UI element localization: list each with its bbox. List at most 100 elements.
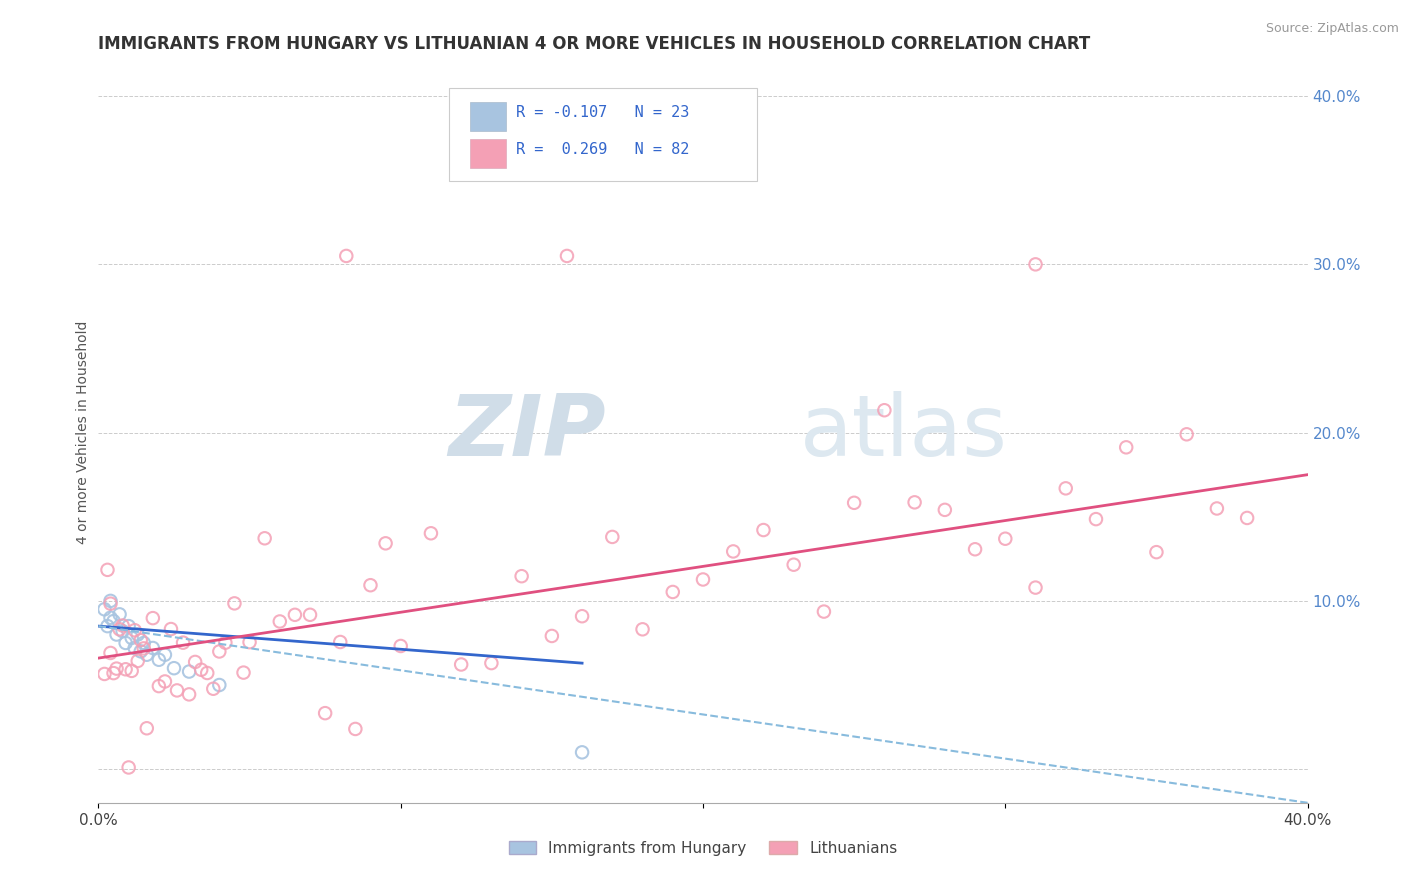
Point: [100, 597, 122, 611]
Point: [873, 403, 896, 417]
Point: [114, 636, 136, 650]
Point: [299, 607, 322, 622]
Point: [284, 607, 307, 622]
Point: [172, 635, 194, 649]
Point: [118, 760, 141, 774]
Point: [93, 602, 115, 616]
Point: [1024, 581, 1046, 595]
Point: [723, 544, 745, 558]
Point: [904, 495, 927, 509]
Point: [108, 623, 131, 637]
Point: [179, 687, 201, 701]
Point: [692, 573, 714, 587]
Point: [752, 523, 775, 537]
Point: [153, 674, 176, 689]
Point: [844, 496, 866, 510]
Point: [389, 639, 412, 653]
Text: ZIP: ZIP: [449, 391, 606, 475]
Point: [105, 627, 128, 641]
Point: [114, 662, 136, 676]
Point: [602, 530, 624, 544]
Point: [121, 664, 143, 678]
Point: [994, 532, 1017, 546]
FancyBboxPatch shape: [470, 138, 506, 169]
Point: [540, 629, 562, 643]
Point: [344, 722, 367, 736]
Point: [135, 648, 157, 662]
Point: [253, 531, 276, 545]
Point: [100, 610, 122, 624]
Point: [571, 745, 593, 759]
Point: [103, 666, 125, 681]
Point: [661, 585, 683, 599]
FancyBboxPatch shape: [449, 88, 758, 181]
Point: [510, 569, 533, 583]
Point: [148, 679, 170, 693]
Point: [232, 665, 254, 680]
Point: [481, 656, 503, 670]
Point: [208, 678, 231, 692]
Point: [1175, 427, 1198, 442]
Point: [1144, 545, 1167, 559]
Point: [163, 661, 186, 675]
Point: [184, 655, 207, 669]
Point: [132, 636, 155, 650]
Point: [783, 558, 806, 572]
Point: [1206, 501, 1229, 516]
Point: [420, 526, 443, 541]
Point: [111, 624, 134, 639]
Point: [148, 653, 170, 667]
Point: [269, 615, 291, 629]
Point: [239, 635, 262, 649]
Point: [160, 622, 183, 636]
Point: [153, 648, 176, 662]
Point: [1236, 511, 1258, 525]
Point: [135, 721, 157, 735]
Point: [179, 665, 201, 679]
Point: [360, 578, 382, 592]
Y-axis label: 4 or more Vehicles in Household: 4 or more Vehicles in Household: [76, 321, 90, 544]
Point: [374, 536, 396, 550]
Point: [329, 635, 352, 649]
Point: [105, 662, 128, 676]
Point: [118, 619, 141, 633]
Text: R =  0.269   N = 82: R = 0.269 N = 82: [516, 142, 689, 157]
Point: [142, 611, 165, 625]
Point: [132, 641, 155, 656]
Point: [190, 663, 212, 677]
Point: [124, 624, 146, 638]
Point: [108, 607, 131, 622]
Point: [195, 665, 218, 680]
Point: [127, 627, 149, 641]
Text: Source: ZipAtlas.com: Source: ZipAtlas.com: [1265, 22, 1399, 36]
Point: [121, 631, 143, 645]
Point: [127, 654, 149, 668]
Point: [555, 249, 578, 263]
Point: [103, 614, 125, 628]
Point: [166, 683, 188, 698]
FancyBboxPatch shape: [470, 102, 506, 131]
Point: [93, 667, 115, 681]
Text: atlas: atlas: [800, 391, 1008, 475]
Point: [813, 605, 835, 619]
Point: [208, 644, 231, 658]
Point: [202, 681, 225, 696]
Point: [571, 609, 593, 624]
Point: [314, 706, 336, 720]
Point: [1024, 257, 1046, 271]
Point: [214, 635, 236, 649]
Point: [142, 640, 165, 655]
Point: [224, 596, 246, 610]
Legend: Immigrants from Hungary, Lithuanians: Immigrants from Hungary, Lithuanians: [502, 835, 904, 862]
Point: [129, 633, 152, 648]
Point: [124, 640, 146, 655]
Text: IMMIGRANTS FROM HUNGARY VS LITHUANIAN 4 OR MORE VEHICLES IN HOUSEHOLD CORRELATIO: IMMIGRANTS FROM HUNGARY VS LITHUANIAN 4 …: [98, 35, 1091, 53]
Point: [129, 644, 152, 658]
Point: [111, 618, 134, 632]
Point: [631, 622, 654, 636]
Point: [1054, 481, 1077, 495]
Point: [96, 563, 118, 577]
Point: [1085, 512, 1108, 526]
Point: [100, 594, 122, 608]
Point: [450, 657, 472, 672]
